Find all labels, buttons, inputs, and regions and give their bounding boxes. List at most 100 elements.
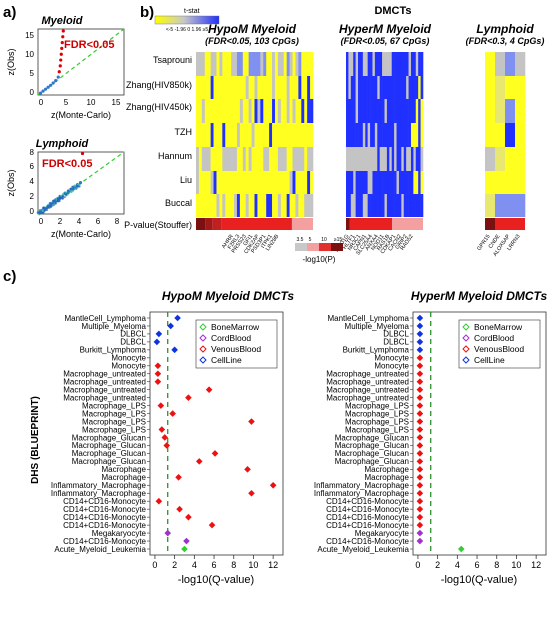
heat-cell (389, 52, 393, 76)
point-diamond (416, 505, 424, 513)
heat-cell (398, 194, 402, 217)
heat-cell (295, 52, 299, 76)
qq-cloud-point (50, 202, 53, 205)
category-label: Macrophage_untreated (63, 393, 146, 402)
heat-cell (213, 76, 217, 99)
heat-cell (420, 76, 424, 99)
heat-cell (355, 194, 359, 217)
heat-cell (389, 147, 393, 171)
heat-cell (295, 147, 299, 171)
heat-cell (213, 171, 217, 194)
heat-cell (346, 52, 349, 76)
heat-cell (254, 99, 258, 123)
heat-cell (353, 147, 356, 171)
heat-cell (346, 99, 349, 123)
heat-cell (292, 147, 296, 171)
heat-cell (222, 123, 226, 147)
heat-cell (413, 76, 417, 99)
heat-cell (254, 76, 258, 99)
point-diamond (416, 521, 424, 529)
heat-cell (292, 171, 296, 194)
heat-cell (410, 194, 414, 217)
point-diamond (157, 402, 165, 409)
heat-cell (350, 52, 354, 76)
heat-cell (269, 76, 273, 99)
heat-cell (398, 52, 402, 76)
heat-cell (225, 194, 229, 217)
qq-cloud-point (76, 185, 79, 188)
pscale-swatch-1 (307, 243, 319, 251)
heat-cell (304, 194, 308, 217)
point-diamond (158, 426, 166, 433)
myeloid-ytick-2: 10 (25, 50, 34, 59)
heat-cell (280, 194, 285, 217)
point-diamond (416, 442, 424, 449)
heat-cell (231, 99, 235, 123)
heat-cell (236, 76, 241, 99)
heat-cell (495, 171, 506, 194)
qq-cloud-point (65, 194, 68, 197)
heat-cell (515, 171, 526, 194)
qq-cloud-point (71, 188, 75, 191)
point-diamond (154, 378, 162, 386)
heat-cell (350, 76, 354, 99)
heat-cell (248, 99, 252, 123)
heat-cell (207, 99, 211, 123)
pscale-swatch-3 (331, 243, 343, 251)
myeloid-ytick-0: 0 (30, 88, 35, 97)
myeloid-ytick-3: 15 (25, 31, 34, 40)
heat-cell (382, 99, 385, 123)
heat-cell (196, 76, 200, 99)
heat-cell (382, 194, 385, 217)
heat-cell (398, 171, 402, 194)
heat-cell (310, 123, 314, 147)
heat-cell (408, 52, 412, 76)
heat-cell (242, 147, 247, 171)
heat-cell (216, 123, 220, 147)
lymphoid-fdr-label: FDR<0.05 (42, 158, 92, 170)
heat-cell (370, 99, 373, 123)
heat-cell (350, 123, 354, 147)
xtick-label: 10 (248, 560, 258, 570)
heat-cell (225, 171, 229, 194)
heat-cell (201, 99, 206, 123)
heat-cell (377, 194, 380, 217)
heat-cell (370, 147, 373, 171)
heat-cell (266, 194, 270, 217)
heat-cell (196, 147, 200, 171)
pvalue-segment (485, 218, 495, 230)
point-diamond (174, 314, 181, 322)
heat-cell (277, 123, 282, 147)
heat-cell (298, 123, 302, 147)
hypom-heatmap-subtitle: (FDR<0.05, 103 CpGs) (205, 36, 299, 46)
heat-cell (236, 171, 241, 194)
heat-cell (254, 52, 258, 76)
heat-cell (384, 52, 388, 76)
heat-cell (228, 76, 232, 99)
heat-cell (204, 52, 208, 76)
lymphoid-qq-plot: Lymphoid FDR<0.05 0 2 4 6 8 0 2 4 6 8 z(… (6, 138, 125, 239)
heat-cell (304, 52, 308, 76)
legend-marker (199, 334, 207, 342)
heat-cell (231, 123, 235, 147)
category-label: Monocyte (374, 362, 409, 371)
legend-marker (199, 345, 207, 353)
heat-cell (242, 76, 247, 99)
heat-cell (277, 171, 282, 194)
category-label: Macrophage_Glucan (72, 441, 146, 450)
pvalue-row-label: P-value(Stouffer) (124, 220, 192, 230)
heat-cell (219, 147, 223, 171)
myeloid-qq-title: Myeloid (42, 15, 83, 27)
heat-cell (248, 52, 252, 76)
heat-cell (210, 123, 214, 147)
lymphoid-xlabel: z(Monte-Carlo) (51, 229, 111, 239)
heat-cell (251, 76, 255, 99)
heat-cell (298, 52, 302, 76)
heat-cell (196, 194, 200, 217)
heat-cell (236, 99, 241, 123)
heat-cell (408, 123, 412, 147)
heat-cell (396, 52, 400, 76)
point-diamond (416, 370, 424, 378)
myeloid-xtick-3: 15 (112, 98, 121, 107)
qq-cloud-point (63, 196, 66, 199)
